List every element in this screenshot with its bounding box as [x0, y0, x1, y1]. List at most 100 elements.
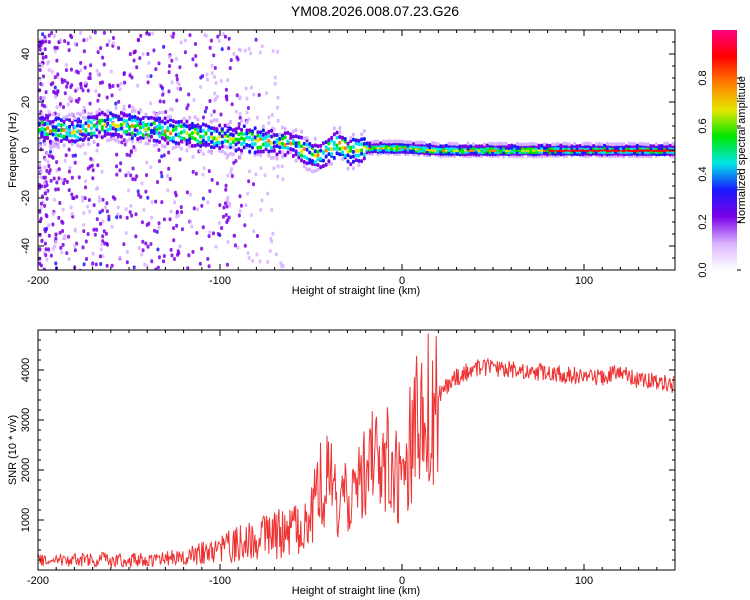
spectrogram-cell — [603, 143, 607, 148]
spectrogram-cell — [158, 120, 162, 125]
spectrogram-cell — [178, 244, 182, 249]
spectrogram-cell — [286, 150, 290, 155]
spectrogram-cell — [144, 241, 148, 246]
spectrogram-cell — [122, 107, 126, 112]
spectrogram-cell — [472, 146, 476, 151]
spectrogram-cell — [203, 32, 207, 37]
spectrogram-cell — [47, 33, 51, 38]
spectrogram-cell — [243, 223, 247, 228]
spectrogram-cell — [201, 225, 205, 230]
spectrogram-cell — [158, 140, 162, 145]
spectrogram-cell — [110, 224, 114, 229]
spectrogram-cell — [133, 177, 137, 182]
spectrogram-cell — [212, 145, 216, 150]
spectrogram-cell — [96, 72, 100, 77]
spectrogram-cell — [56, 187, 60, 192]
spectrogram-cell — [152, 110, 156, 115]
spectrogram-cell — [146, 52, 150, 57]
spectrogram-cell — [611, 142, 615, 147]
spectrogram-cell — [272, 140, 276, 145]
spectrogram-cell — [98, 254, 102, 259]
spectrogram-cell — [196, 123, 200, 128]
spectrogram-cell — [275, 138, 279, 143]
spectrogram-cell — [68, 124, 72, 129]
spectrogram-cell — [95, 113, 99, 118]
spectrogram-cell — [354, 158, 358, 163]
spectrogram-cell — [196, 142, 200, 147]
spectrogram-cell — [166, 188, 170, 193]
spectrogram-cell — [209, 150, 213, 155]
spectrogram-cell — [62, 143, 66, 148]
spectrogram-cell — [174, 125, 178, 130]
spectrogram-cell — [41, 95, 45, 100]
spectrogram-cell — [144, 135, 148, 140]
spectrogram-cell — [82, 211, 86, 216]
spectrogram-cell — [239, 203, 243, 208]
spectrogram-cell — [327, 141, 331, 146]
spectrogram-cell — [543, 142, 547, 147]
spectrogram-cell — [46, 121, 50, 126]
spectrogram-cell — [316, 163, 320, 168]
spectrogram-cell — [79, 82, 83, 87]
spectrogram-cell — [57, 116, 61, 121]
spectrogram-cell — [65, 180, 69, 185]
spectrogram-cell — [141, 124, 145, 129]
spectrogram-cell — [349, 148, 353, 153]
spectrogram-cell — [127, 104, 131, 109]
spectrogram-cell — [73, 160, 77, 165]
spectrogram-cell — [168, 64, 172, 69]
spectrogram-cell — [216, 94, 220, 99]
spectrogram-cell — [381, 139, 385, 144]
snr-y-tick-label: 2000 — [20, 458, 32, 482]
spectrogram-cell — [53, 75, 57, 80]
spectrogram-cell — [279, 261, 283, 266]
spectrogram-cell — [267, 138, 271, 143]
spectrogram-cell — [63, 91, 67, 96]
spectrogram-cell — [190, 121, 194, 126]
spectrogram-cell — [291, 129, 295, 134]
spectrogram-cell — [232, 233, 236, 238]
snr-background — [38, 330, 675, 570]
spectrogram-cell — [220, 47, 224, 52]
spectrogram-cell — [584, 141, 587, 146]
spectrogram-cell — [43, 116, 47, 121]
spectrogram-cell — [115, 152, 119, 157]
spectrogram-cell — [73, 129, 77, 134]
spectrogram-cell — [249, 85, 253, 90]
spectrogram-cell — [162, 259, 166, 264]
spectrogram-cell — [139, 125, 143, 130]
spectrogram-cell — [39, 216, 43, 221]
spectrogram-cell — [76, 135, 80, 140]
spectrogram-cell — [313, 160, 317, 165]
spectrogram-cell — [221, 214, 225, 219]
spectrogram-cell — [83, 151, 87, 156]
spectrogram-cell — [209, 38, 213, 43]
spectrogram-cell — [196, 139, 200, 144]
spectrogram-cell — [327, 159, 331, 164]
spectrogram-cell — [111, 122, 115, 127]
spectrogram-cell — [175, 73, 179, 78]
spectrogram-cell — [175, 77, 179, 82]
spectrogram-cell — [488, 141, 492, 146]
spectrogram-cell — [40, 120, 44, 125]
spectrogram-cell — [190, 143, 194, 148]
spectrogram-cell — [64, 63, 68, 68]
spectrogram-cell — [267, 115, 271, 120]
spectrogram-cell — [376, 139, 380, 144]
spectrogram-cell — [160, 119, 164, 124]
spectrogram-cell — [186, 266, 190, 270]
spectrogram-cell — [106, 131, 110, 136]
spectrogram-cell — [230, 102, 234, 107]
spectrogram-cell — [283, 126, 287, 131]
spectrogram-x-ticks: -200 -100 0 100 — [27, 30, 676, 287]
spectrogram-cell — [46, 247, 50, 252]
spectrogram-cell — [82, 38, 86, 43]
spectrogram-cell — [256, 149, 260, 154]
spectrogram-cell — [73, 139, 77, 144]
spectrogram-cell — [115, 215, 119, 220]
spectrogram-cell — [103, 112, 107, 117]
spectrogram-cell — [186, 103, 190, 108]
spectrogram-cell — [196, 131, 200, 136]
spectrogram-cell — [218, 149, 222, 154]
spectrogram-cell — [78, 119, 82, 124]
